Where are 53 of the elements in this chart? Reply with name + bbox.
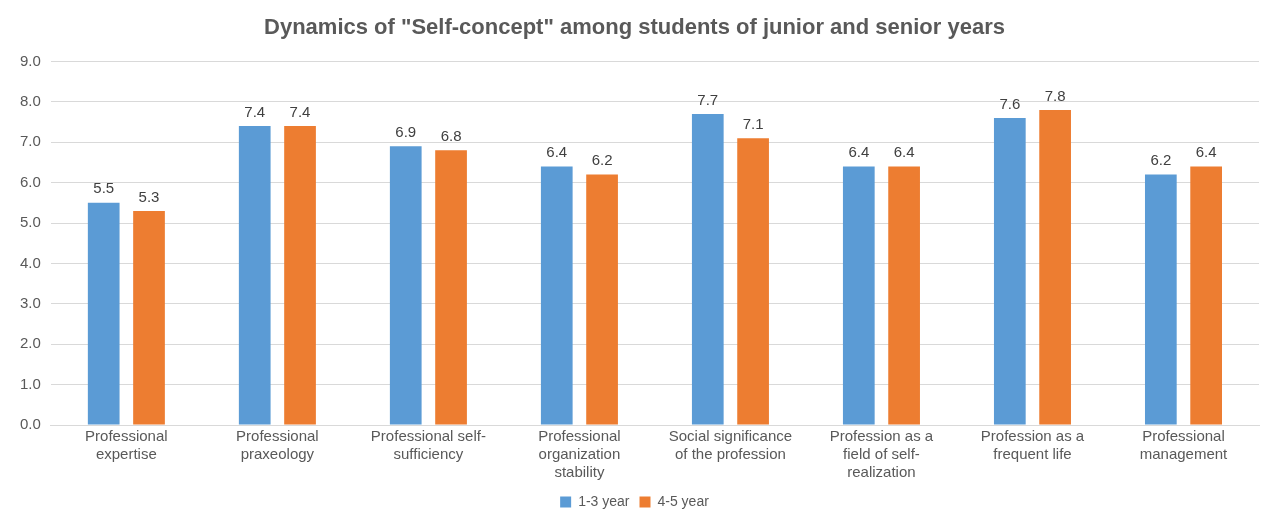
data-label: 5.3 xyxy=(138,187,160,205)
bar xyxy=(540,166,573,425)
data-label: 7.8 xyxy=(1044,86,1066,104)
bar xyxy=(87,202,120,425)
bar xyxy=(993,117,1026,425)
data-label: 6.2 xyxy=(591,151,613,169)
bar xyxy=(691,113,724,425)
data-label: 6.4 xyxy=(893,143,915,161)
data-label: 6.8 xyxy=(440,126,462,144)
y-tick-label: 7.0 xyxy=(19,132,41,150)
data-label: 6.4 xyxy=(546,143,568,161)
data-label: 5.5 xyxy=(93,179,115,197)
y-tick-label: 6.0 xyxy=(19,172,41,190)
y-tick-label: 4.0 xyxy=(19,253,41,271)
data-label: 7.4 xyxy=(289,102,311,120)
bar xyxy=(284,126,316,425)
data-label: 6.4 xyxy=(848,143,870,161)
bar xyxy=(1190,166,1222,425)
bar xyxy=(238,126,271,425)
chart-title: Dynamics of "Self-concept" among students of junior and senior years xyxy=(264,14,1005,40)
x-tick-label: Professional management xyxy=(1139,427,1229,463)
data-label: 6.4 xyxy=(1195,143,1217,161)
x-tick-label: Professional praxeology xyxy=(236,427,319,463)
x-tick-label: Profession as a field of self-realization xyxy=(829,427,934,481)
y-tick-label: 2.0 xyxy=(19,334,41,352)
x-tick-label: Profession as a frequent life xyxy=(980,427,1085,463)
data-label: 7.6 xyxy=(999,94,1021,112)
legend-label: 1-3 year xyxy=(578,492,630,509)
legend-label: 4-5 year xyxy=(657,492,710,509)
y-tick-label: 5.0 xyxy=(19,213,41,231)
y-tick-label: 0.0 xyxy=(19,415,41,433)
data-label: 7.1 xyxy=(742,114,764,132)
bar xyxy=(435,150,467,425)
data-label: 6.9 xyxy=(395,122,417,140)
bar xyxy=(586,174,618,425)
data-label: 7.4 xyxy=(244,102,266,120)
x-tick-label: Professional self-sufficiency xyxy=(370,427,486,463)
y-tick-label: 8.0 xyxy=(19,91,41,109)
bar xyxy=(1039,109,1071,425)
x-tick-label: Professional expertise xyxy=(85,427,168,463)
x-tick-label: Social significance of the profession xyxy=(668,427,793,463)
bar xyxy=(842,166,875,425)
y-tick-label: 9.0 xyxy=(19,51,41,69)
bar xyxy=(1144,174,1177,425)
data-label: 7.7 xyxy=(697,90,719,108)
x-tick-label: Professional organization stability xyxy=(538,427,621,481)
bar xyxy=(737,138,769,425)
y-tick-label: 3.0 xyxy=(19,293,41,311)
bar xyxy=(888,166,920,425)
data-label: 6.2 xyxy=(1150,151,1172,169)
y-tick-label: 1.0 xyxy=(19,374,41,392)
bar xyxy=(389,146,422,425)
bar xyxy=(133,210,165,425)
